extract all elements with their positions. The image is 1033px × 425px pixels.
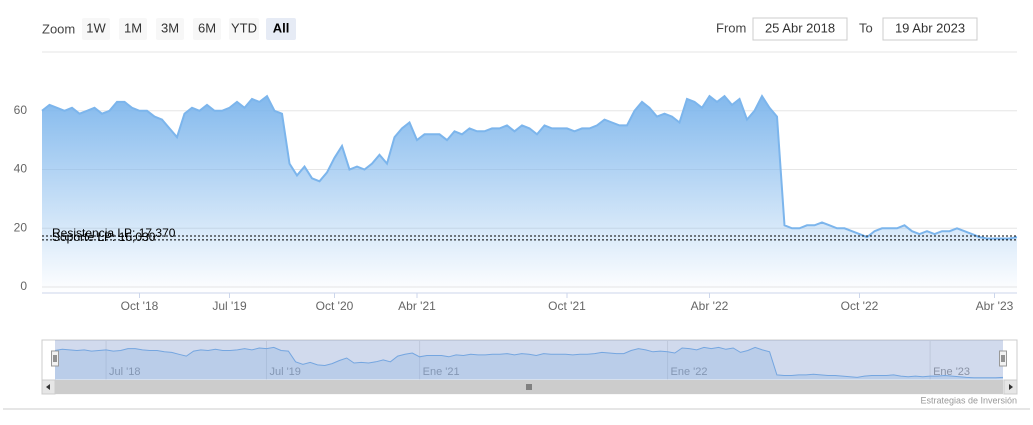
navigator-tick-label: Jul '18: [109, 366, 140, 378]
zoom-button[interactable]: [193, 18, 221, 40]
plot-line-label: Resistencia LP: 17,370: [52, 226, 176, 240]
navigator-handle[interactable]: [999, 350, 1007, 367]
zoom-button[interactable]: [266, 18, 296, 40]
navigator-tick-label: Ene '22: [671, 366, 708, 378]
navigator-tick-label: Ene '23: [933, 366, 970, 378]
zoom-button[interactable]: [119, 18, 147, 40]
navigator-handle[interactable]: [51, 350, 59, 367]
zoom-button-label[interactable]: 1W: [86, 20, 106, 35]
x-tick-label: Oct '22: [841, 299, 879, 313]
zoom-label: Zoom: [42, 21, 75, 36]
scrollbar-right-arrow: [1009, 384, 1013, 390]
y-tick-label: 20: [14, 220, 28, 234]
navigator-outline: [41, 339, 1018, 381]
navigator-mask: [55, 340, 1003, 380]
from-value[interactable]: 25 Abr 2018: [765, 20, 835, 35]
scrollbar-left-arrow: [46, 384, 50, 390]
plot-line-label: Soporte LP: 16,030: [52, 230, 156, 244]
x-tick-label: Oct '18: [121, 299, 159, 313]
y-tick-label: 0: [20, 279, 27, 293]
zoom-button-label[interactable]: 3M: [161, 20, 179, 35]
y-tick-label: 60: [14, 103, 28, 117]
to-input[interactable]: [882, 17, 978, 41]
x-tick-label: Oct '20: [316, 299, 354, 313]
x-tick-label: Oct '21: [548, 299, 586, 313]
x-tick-label: Abr '21: [398, 299, 436, 313]
from-input[interactable]: [752, 17, 848, 41]
x-tick-label: Abr '22: [691, 299, 729, 313]
zoom-button-label[interactable]: 6M: [198, 20, 216, 35]
zoom-button-label[interactable]: 1M: [124, 20, 142, 35]
area-fill: [42, 96, 1017, 293]
zoom-button-label[interactable]: YTD: [231, 20, 257, 35]
zoom-button[interactable]: [229, 18, 259, 40]
y-tick-label: 40: [14, 162, 28, 176]
zoom-button[interactable]: [82, 18, 110, 40]
area-line: [41, 94, 1018, 240]
credits: Estrategias de Inversión: [920, 395, 1017, 405]
x-tick-label: Jul '19: [212, 299, 247, 313]
navigator-line: [54, 346, 1004, 379]
navigator-tick-label: Jul '19: [269, 366, 300, 378]
zoom-button-label[interactable]: All: [273, 20, 290, 35]
x-tick-label: Abr '23: [976, 299, 1014, 313]
to-value[interactable]: 19 Abr 2023: [895, 20, 965, 35]
navigator-area-fill: [55, 347, 1003, 380]
from-label: From: [716, 20, 746, 35]
navigator-tick-label: Ene '21: [423, 366, 460, 378]
zoom-button[interactable]: [156, 18, 184, 40]
to-label: To: [859, 20, 873, 35]
